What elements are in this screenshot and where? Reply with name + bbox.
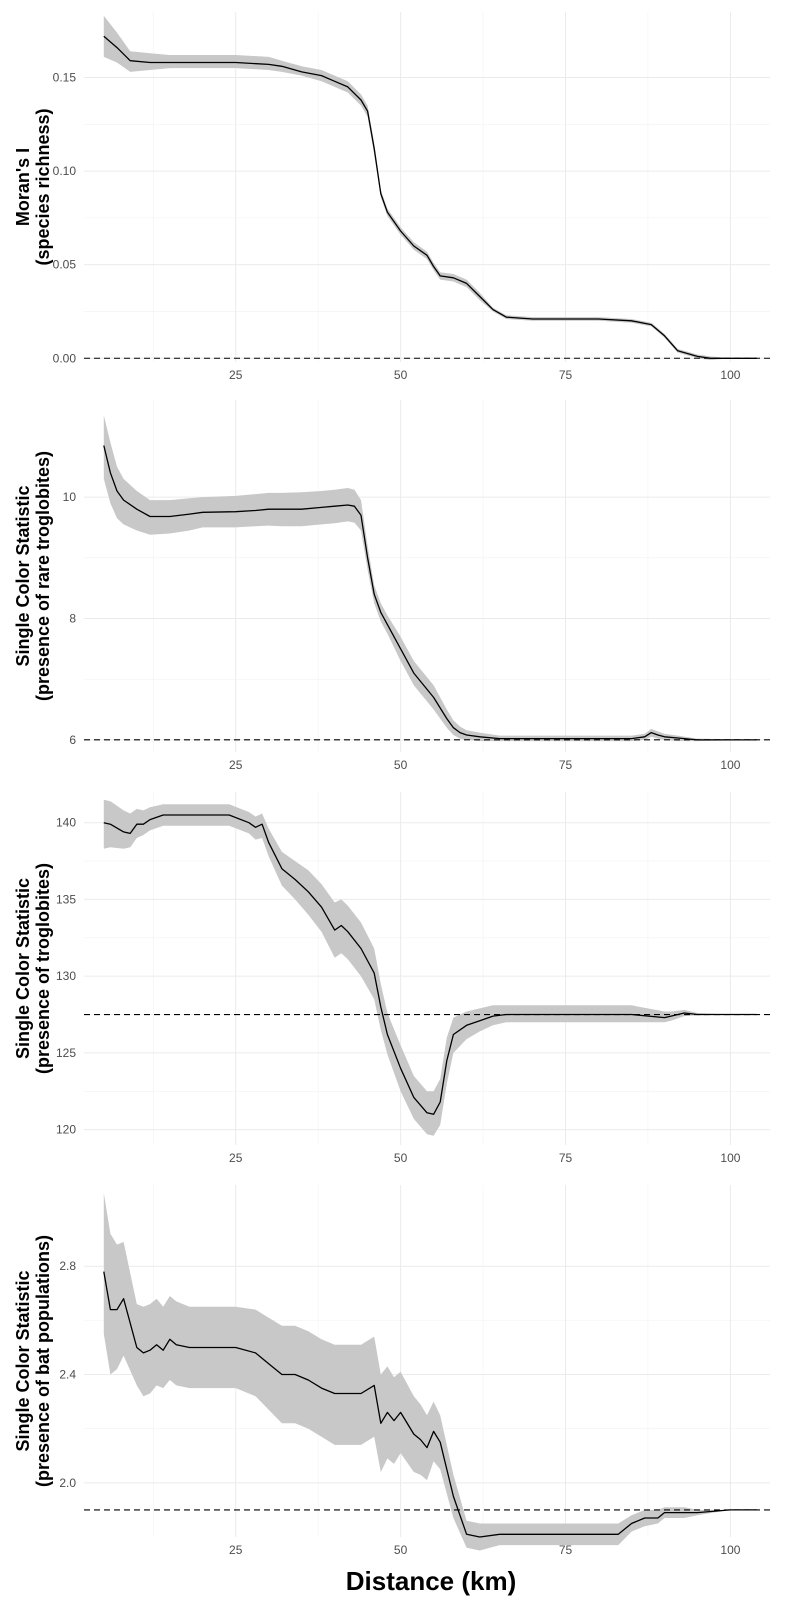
series-line	[103, 1271, 757, 1538]
y-axis-title-line: Moran's I	[13, 148, 33, 226]
series-line	[103, 445, 757, 741]
x-tick-label: 100	[720, 758, 740, 772]
x-tick-label: 50	[394, 1543, 408, 1557]
y-tick-label: 140	[56, 816, 76, 830]
confidence-band	[103, 15, 757, 361]
y-axis-title-line: (species richness)	[33, 108, 53, 265]
x-axis-title: Distance (km)	[346, 1566, 517, 1596]
y-axis-title-line: Single Color Statistic	[13, 485, 33, 666]
x-tick-label: 25	[229, 368, 243, 382]
y-axis-title: Moran's I(species richness)	[13, 108, 53, 265]
panel-4: 2.0 2.4 2.8 25 50 75 100 Single Color Statistic…	[13, 1185, 770, 1557]
x-tick-label: 25	[229, 1543, 243, 1557]
y-tick-label: 130	[56, 969, 76, 983]
series-line	[103, 35, 757, 359]
confidence-band	[103, 799, 757, 1136]
y-tick-label: 2.8	[59, 1259, 76, 1273]
x-tick-label: 25	[229, 1151, 243, 1165]
y-tick-label: 0.15	[53, 71, 77, 85]
y-tick-label: 10	[63, 490, 77, 504]
y-axis-title: Single Color Statistic(presence of bat p…	[13, 1235, 53, 1487]
y-axis-title: Single Color Statistic(presence of trogl…	[13, 863, 53, 1074]
x-tick-label: 100	[720, 1543, 740, 1557]
y-tick-label: 8	[69, 611, 76, 625]
series-line	[103, 814, 757, 1115]
x-tick-label: 75	[559, 368, 573, 382]
y-tick-label: 6	[69, 733, 76, 747]
x-tick-label: 75	[559, 758, 573, 772]
y-tick-label: 120	[56, 1123, 76, 1137]
confidence-band	[103, 1193, 757, 1551]
y-axis-title-line: (presence of bat populations)	[33, 1235, 53, 1487]
x-tick-label: 100	[720, 368, 740, 382]
x-tick-label: 50	[394, 368, 408, 382]
panel-3: 120 125 130 135 140 25 50 75 100 Single Color Sta…	[13, 792, 770, 1165]
panel-1: 0.00 0.05 0.10 0.15 25 50 75 100 Moran's I(speci…	[13, 12, 770, 382]
y-axis-title-line: (presence of troglobites)	[33, 863, 53, 1074]
x-tick-label: 100	[720, 1151, 740, 1165]
y-tick-label: 2.4	[59, 1368, 76, 1382]
y-tick-label: 135	[56, 892, 76, 906]
y-axis-title-line: Single Color Statistic	[13, 878, 33, 1059]
x-tick-label: 50	[394, 758, 408, 772]
y-axis-title: Single Color Statistic(presence of rare …	[13, 451, 53, 701]
confidence-band	[103, 415, 757, 742]
y-axis-title-line: (presence of rare troglobites)	[33, 451, 53, 701]
panel-2: 6 8 10 25 50 75 100 Single Color Statistic(pres…	[13, 400, 770, 772]
y-axis-title-line: Single Color Statistic	[13, 1270, 33, 1451]
x-tick-label: 75	[559, 1543, 573, 1557]
x-tick-label: 50	[394, 1151, 408, 1165]
x-tick-label: 75	[559, 1151, 573, 1165]
y-tick-label: 0.00	[53, 351, 77, 365]
y-tick-label: 0.05	[53, 258, 77, 272]
x-tick-label: 25	[229, 758, 243, 772]
y-tick-label: 0.10	[53, 164, 77, 178]
y-tick-label: 125	[56, 1046, 76, 1060]
y-tick-label: 2.0	[59, 1476, 76, 1490]
